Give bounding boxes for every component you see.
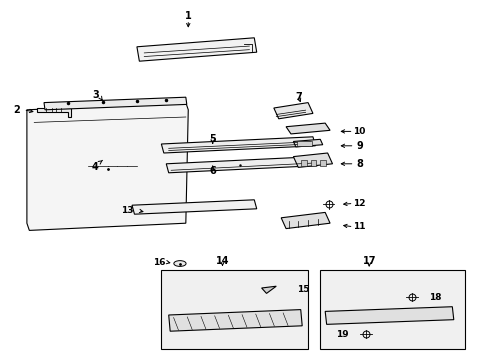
Text: 16: 16 bbox=[152, 258, 165, 266]
Text: 14: 14 bbox=[215, 256, 229, 266]
Text: 12: 12 bbox=[352, 199, 365, 208]
Ellipse shape bbox=[173, 261, 185, 266]
Text: 2: 2 bbox=[13, 105, 20, 115]
Polygon shape bbox=[281, 212, 329, 229]
Bar bbox=[320, 270, 464, 349]
Polygon shape bbox=[293, 139, 322, 147]
Text: 1: 1 bbox=[184, 11, 191, 21]
Text: 3: 3 bbox=[92, 90, 99, 100]
Polygon shape bbox=[293, 153, 332, 167]
Text: 6: 6 bbox=[209, 166, 216, 176]
Text: 18: 18 bbox=[428, 292, 441, 302]
Text: 8: 8 bbox=[355, 159, 362, 169]
Bar bbox=[300, 160, 306, 166]
Text: 4: 4 bbox=[92, 162, 99, 172]
Polygon shape bbox=[44, 97, 186, 110]
Polygon shape bbox=[261, 286, 276, 293]
Text: 10: 10 bbox=[352, 127, 365, 136]
Text: 17: 17 bbox=[362, 256, 375, 266]
Polygon shape bbox=[27, 103, 188, 230]
Text: 15: 15 bbox=[296, 285, 309, 294]
Polygon shape bbox=[161, 137, 315, 153]
Bar bbox=[296, 141, 312, 146]
Polygon shape bbox=[137, 38, 256, 61]
Polygon shape bbox=[273, 103, 312, 119]
Polygon shape bbox=[37, 108, 71, 117]
Text: 9: 9 bbox=[355, 141, 362, 151]
Text: 7: 7 bbox=[294, 92, 301, 102]
Text: 11: 11 bbox=[352, 222, 365, 231]
Polygon shape bbox=[285, 123, 329, 134]
Polygon shape bbox=[166, 157, 317, 173]
Polygon shape bbox=[168, 310, 302, 331]
Polygon shape bbox=[325, 307, 453, 324]
Text: 5: 5 bbox=[209, 134, 216, 144]
Bar bbox=[310, 160, 316, 166]
Bar bbox=[161, 270, 307, 349]
Polygon shape bbox=[132, 200, 256, 214]
Text: 13: 13 bbox=[121, 206, 133, 215]
Bar bbox=[320, 160, 325, 166]
Text: 19: 19 bbox=[335, 330, 348, 338]
